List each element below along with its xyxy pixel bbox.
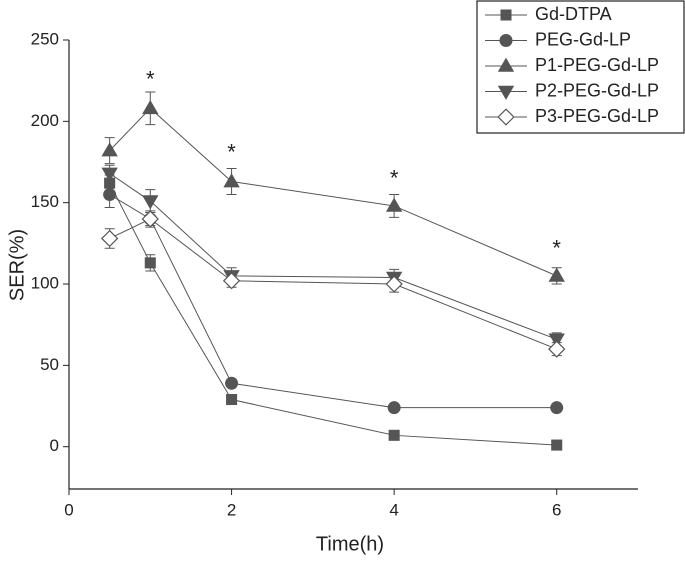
legend-label: P3-PEG-Gd-LP <box>535 106 659 126</box>
data-point <box>142 99 159 115</box>
significance-mark: * <box>390 166 399 191</box>
data-point <box>144 257 156 269</box>
legend-label: Gd-DTPA <box>535 4 612 24</box>
data-point <box>103 188 117 202</box>
data-point <box>387 401 401 415</box>
series-line <box>109 194 557 409</box>
y-tick-label: 0 <box>50 436 59 455</box>
data-point <box>385 275 403 293</box>
legend-marker <box>497 85 515 100</box>
data-point <box>226 394 238 406</box>
x-tick-label: 6 <box>552 500 561 519</box>
legend-label: P1-PEG-Gd-LP <box>535 55 659 75</box>
x-tick-label: 0 <box>64 500 73 519</box>
data-point <box>548 267 565 282</box>
series-line <box>109 218 557 350</box>
y-tick-label: 50 <box>40 355 59 374</box>
data-point <box>141 210 159 228</box>
y-tick-label: 150 <box>31 192 59 211</box>
significance-mark: * <box>552 236 561 261</box>
legend-marker <box>497 108 515 126</box>
x-tick-label: 2 <box>227 500 236 519</box>
legend-marker <box>499 34 513 47</box>
legend-marker <box>500 9 512 21</box>
data-point <box>548 333 565 348</box>
series-line <box>109 172 557 340</box>
legend-marker <box>497 57 515 72</box>
x-tick-label: 4 <box>389 500 398 519</box>
y-axis-title: SER(%) <box>6 229 28 301</box>
data-point <box>142 195 159 210</box>
x-axis-title: Time(h) <box>316 533 384 555</box>
significance-mark: * <box>227 140 236 165</box>
data-point <box>388 429 400 441</box>
y-tick-label: 250 <box>31 29 59 48</box>
y-tick-label: 100 <box>31 274 59 293</box>
legend-label: P2-PEG-Gd-LP <box>535 80 659 100</box>
data-point <box>548 340 566 358</box>
data-point <box>101 142 118 157</box>
data-point <box>101 167 118 182</box>
data-point <box>222 272 241 290</box>
data-point <box>100 229 119 248</box>
y-tick-label: 200 <box>31 111 59 130</box>
data-point <box>385 197 403 212</box>
data-point <box>223 173 240 188</box>
data-point <box>550 401 564 415</box>
data-point <box>551 439 563 451</box>
data-point <box>225 376 239 390</box>
legend-box <box>476 0 685 134</box>
significance-mark: * <box>146 66 155 91</box>
legend-label: PEG-Gd-LP <box>535 29 631 49</box>
